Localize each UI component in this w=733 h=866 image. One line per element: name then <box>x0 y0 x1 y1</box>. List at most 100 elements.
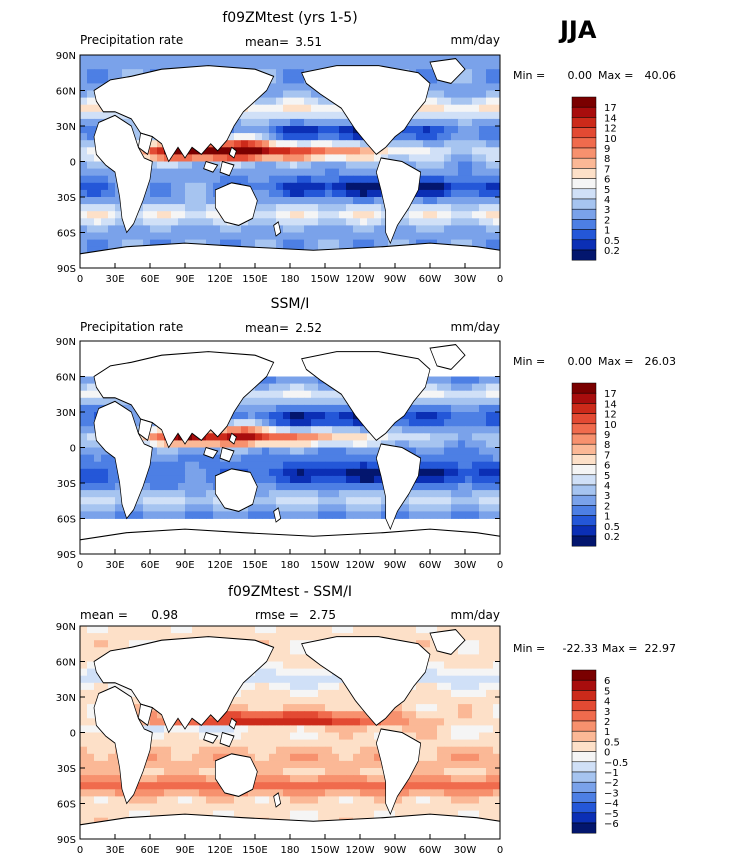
field-cell <box>185 454 193 463</box>
field-cell <box>451 511 459 519</box>
field-cell <box>374 782 382 790</box>
field-cell <box>248 454 256 463</box>
field-cell <box>423 433 431 441</box>
field-cell <box>346 454 354 463</box>
field-cell <box>290 239 298 248</box>
field-cell <box>486 62 494 70</box>
field-cell <box>129 239 137 248</box>
field-cell <box>374 810 382 819</box>
field-cell <box>339 412 347 420</box>
field-cell <box>374 218 382 226</box>
field-cell <box>297 511 305 519</box>
field-cell <box>199 168 207 177</box>
field-cell <box>479 168 487 177</box>
field-cell <box>157 626 165 634</box>
field-cell <box>192 753 200 762</box>
colorbar-swatch <box>571 403 597 414</box>
field-cell <box>332 789 340 797</box>
field-cell <box>276 376 284 384</box>
field-cell <box>101 504 109 512</box>
field-cell <box>339 168 347 177</box>
field-cell <box>157 168 165 177</box>
field-cell <box>283 739 291 748</box>
field-cell <box>171 775 179 783</box>
field-cell <box>94 454 102 463</box>
field-cell <box>157 62 165 70</box>
field-cell <box>171 796 179 804</box>
field-cell <box>262 725 270 733</box>
field-cell <box>269 133 277 141</box>
field-cell <box>206 189 214 198</box>
field-cell <box>472 390 480 399</box>
field-cell <box>290 803 298 811</box>
field-cell <box>227 746 235 755</box>
field-cell <box>80 768 88 776</box>
field-cell <box>311 154 319 162</box>
field-cell <box>360 55 368 63</box>
field-cell <box>360 454 368 463</box>
field-cell <box>346 689 354 698</box>
field-cell <box>283 810 291 819</box>
field-cell <box>423 675 431 684</box>
field-cell <box>465 760 473 769</box>
field-cell <box>101 483 109 491</box>
field-cell <box>80 419 88 427</box>
field-cell <box>87 468 95 477</box>
field-cell <box>276 810 284 819</box>
field-cell <box>192 147 200 155</box>
field-cell <box>150 718 158 726</box>
field-cell <box>486 704 494 712</box>
field-cell <box>409 211 417 219</box>
field-cell <box>346 218 354 226</box>
field-cell <box>479 55 487 63</box>
field-cell <box>178 218 186 226</box>
field-cell <box>255 711 263 719</box>
field-cell <box>178 511 186 519</box>
field-cell <box>255 725 263 733</box>
field-cell <box>276 803 284 811</box>
field-cell <box>87 440 95 448</box>
field-cell <box>367 189 375 198</box>
field-cell <box>283 711 291 719</box>
field-cell <box>416 197 424 205</box>
field-cell <box>423 775 431 783</box>
field-cell <box>381 497 389 505</box>
field-cell <box>206 454 214 463</box>
field-cell <box>206 175 214 184</box>
field-cell <box>297 739 305 748</box>
field-cell <box>206 511 214 519</box>
field-cell <box>444 682 452 691</box>
field-cell <box>108 504 116 512</box>
field-cell <box>283 419 291 427</box>
field-cell <box>339 739 347 748</box>
field-cell <box>416 182 424 191</box>
field-cell <box>206 789 214 797</box>
field-cell <box>318 447 326 455</box>
field-cell <box>94 182 102 191</box>
field-cell <box>493 803 501 811</box>
field-cell <box>430 647 438 655</box>
field-cell <box>311 626 319 634</box>
field-cell <box>339 704 347 712</box>
field-cell <box>248 461 256 470</box>
field-cell <box>94 104 102 113</box>
field-cell <box>465 675 473 684</box>
stat-min-label: Min = <box>513 355 545 368</box>
field-cell <box>94 633 102 641</box>
field-cell <box>297 661 305 669</box>
y-tick-label: 30N <box>56 122 76 133</box>
field-cell <box>276 133 284 141</box>
colorbar-swatch <box>571 464 597 476</box>
field-cell <box>255 118 263 127</box>
field-cell <box>185 753 193 762</box>
field-cell <box>255 789 263 797</box>
field-cell <box>332 175 340 184</box>
field-cell <box>409 239 417 248</box>
field-cell <box>192 768 200 776</box>
field-cell <box>101 810 109 819</box>
field-cell <box>262 175 270 184</box>
field-cell <box>80 140 88 148</box>
field-cell <box>164 633 172 641</box>
field-cell <box>465 118 473 127</box>
field-cell <box>262 497 270 505</box>
